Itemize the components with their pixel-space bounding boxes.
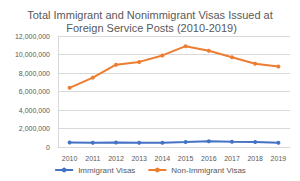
svg-text:8,000,000: 8,000,000: [19, 70, 50, 77]
svg-text:2017: 2017: [224, 155, 240, 162]
svg-text:Foreign Service Posts (2010-20: Foreign Service Posts (2010-2019): [63, 22, 237, 34]
svg-text:Non-Immigrant Visas: Non-Immigrant Visas: [171, 166, 246, 175]
svg-text:6,000,000: 6,000,000: [19, 88, 50, 95]
svg-text:2018: 2018: [247, 155, 263, 162]
svg-text:12,000,000: 12,000,000: [15, 33, 50, 40]
svg-text:0: 0: [46, 144, 50, 151]
svg-text:2012: 2012: [108, 155, 124, 162]
svg-text:10,000,000: 10,000,000: [15, 51, 50, 58]
svg-text:2010: 2010: [62, 155, 78, 162]
svg-text:Immigrant Visas: Immigrant Visas: [78, 166, 135, 175]
svg-text:2011: 2011: [85, 155, 100, 162]
svg-text:2013: 2013: [131, 155, 147, 162]
svg-text:2016: 2016: [201, 155, 217, 162]
svg-text:2014: 2014: [155, 155, 171, 162]
svg-text:Total Immigrant and Nonimmigra: Total Immigrant and Nonimmigrant Visas I…: [27, 9, 273, 21]
svg-text:2,000,000: 2,000,000: [19, 125, 50, 132]
svg-text:2015: 2015: [178, 155, 194, 162]
svg-text:4,000,000: 4,000,000: [19, 107, 50, 114]
svg-text:2019: 2019: [271, 155, 287, 162]
